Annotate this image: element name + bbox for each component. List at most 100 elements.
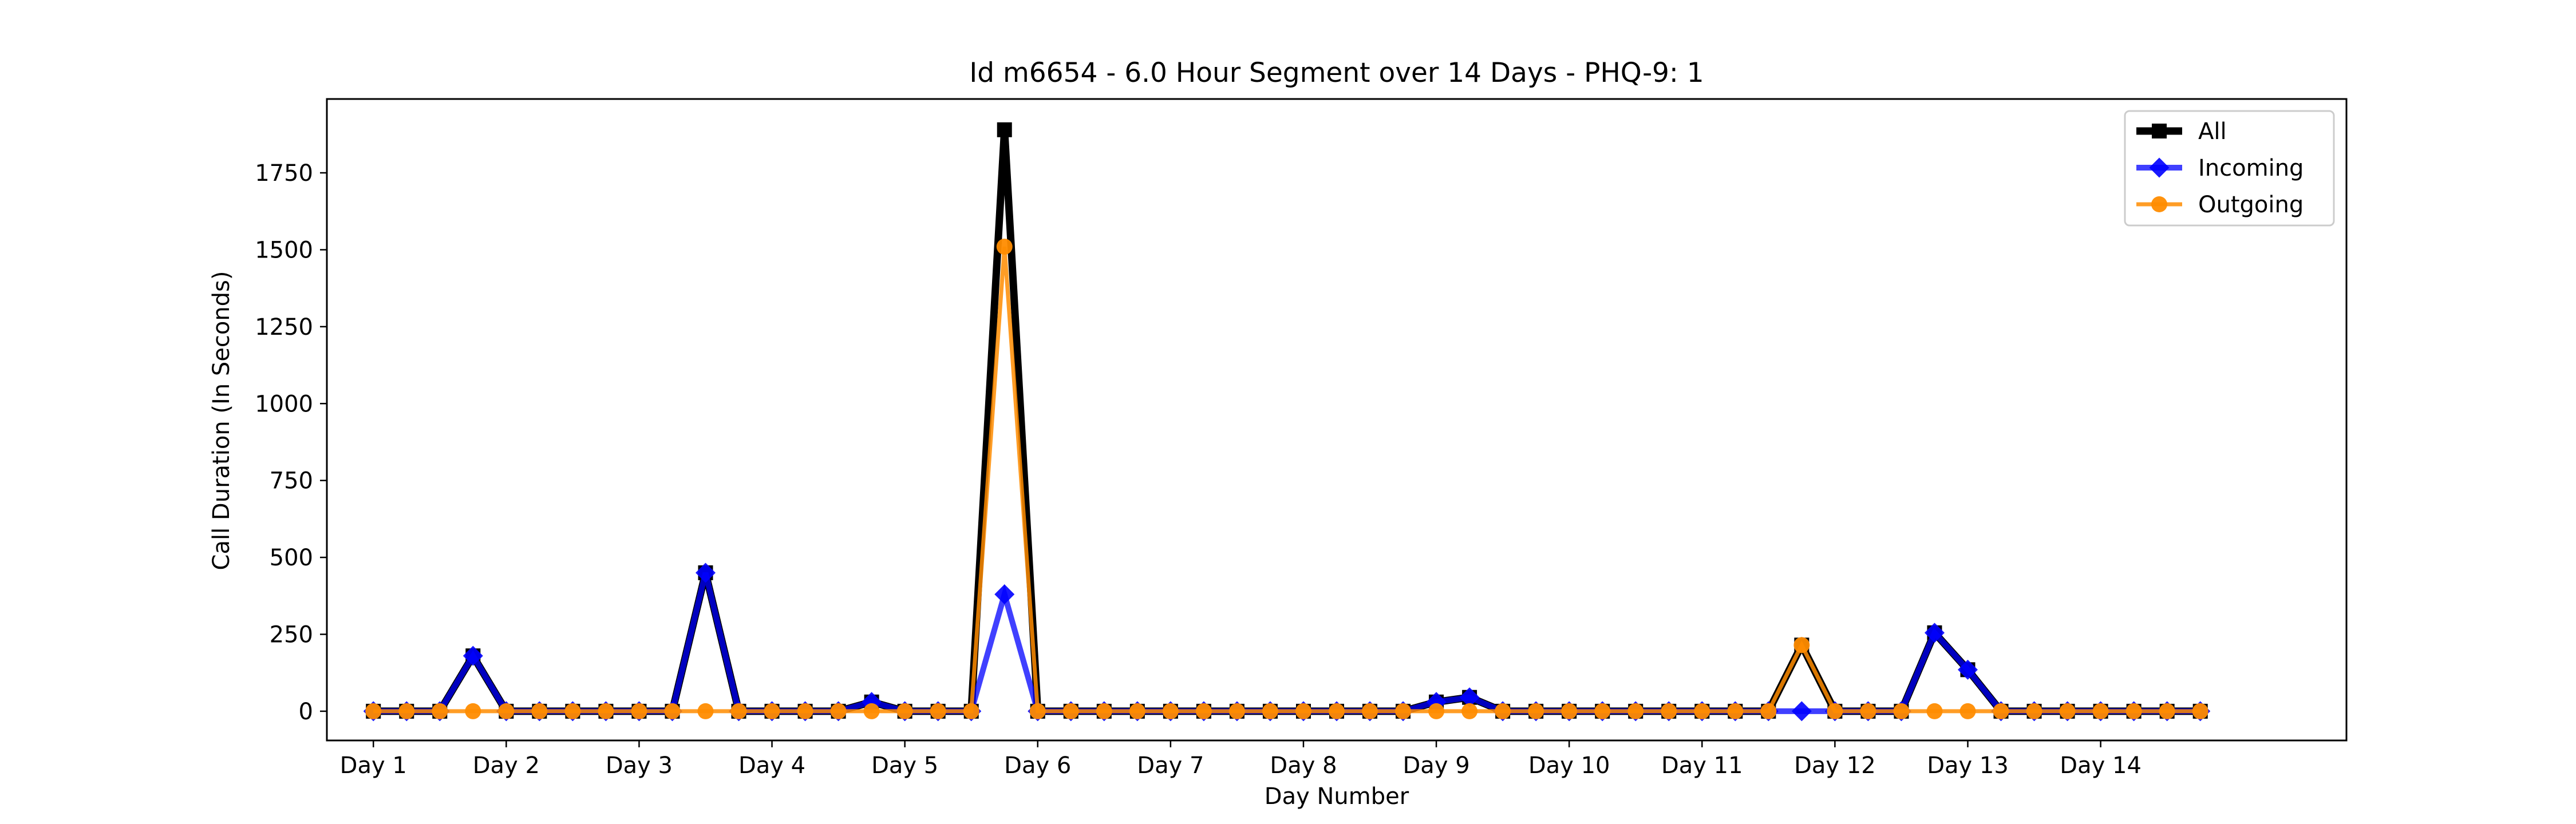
outgoing-point	[2192, 703, 2208, 719]
outgoing-point	[797, 703, 813, 719]
outgoing-point	[1129, 703, 1145, 719]
outgoing-point	[598, 703, 614, 719]
y-tick-label: 1250	[255, 314, 313, 340]
outgoing-point	[1362, 703, 1378, 719]
outgoing-point	[1062, 703, 1079, 719]
outgoing-point	[930, 703, 946, 719]
legend-item-incoming: Incoming	[2136, 155, 2304, 181]
incoming-point	[463, 645, 483, 666]
outgoing-point	[1827, 703, 1843, 719]
x-tick-label: Day 6	[1004, 752, 1071, 779]
outgoing-point	[1195, 703, 1212, 719]
outgoing-point	[1096, 703, 1112, 719]
legend-marker-incoming	[2149, 157, 2170, 178]
outgoing-point	[1561, 703, 1578, 719]
x-tick-label: Day 1	[340, 752, 407, 779]
outgoing-point	[1329, 703, 1345, 719]
y-tick-label: 1500	[255, 237, 313, 263]
outgoing-point	[631, 703, 647, 719]
x-tick-label: Day 13	[1927, 752, 2009, 779]
legend: All Incoming Outgoing	[2124, 110, 2335, 227]
outgoing-line	[373, 246, 2200, 714]
outgoing-point	[2125, 703, 2142, 719]
legend-item-all: All	[2136, 118, 2227, 145]
chart-title: Id m6654 - 6.0 Hour Segment over 14 Days…	[969, 57, 1704, 89]
legend-label-all: All	[2198, 118, 2227, 145]
x-tick-label: Day 9	[1403, 752, 1470, 779]
outgoing-point	[365, 703, 382, 719]
incoming-point	[1791, 701, 1812, 722]
y-tick-label: 500	[270, 545, 313, 571]
outgoing-point	[498, 703, 515, 719]
outgoing-point	[2026, 703, 2042, 719]
outgoing-point	[1461, 703, 1478, 719]
outgoing-point	[564, 703, 581, 719]
axes: Day 1 Day 2 Day 3 Day 4 Day 5 Day 6 Day 7 Day 8…	[255, 98, 2348, 779]
incoming-point	[1924, 623, 1945, 643]
series-outgoing	[365, 239, 2208, 719]
outgoing-point	[963, 703, 979, 719]
plot-area	[363, 122, 2211, 722]
y-tick-label: 0	[299, 699, 313, 725]
x-tick-label: Day 12	[1794, 752, 1876, 779]
outgoing-point	[1262, 703, 1278, 719]
incoming-point	[1459, 687, 1480, 708]
outgoing-point	[863, 703, 880, 719]
outgoing-point	[432, 703, 448, 719]
outgoing-point	[1594, 703, 1611, 719]
outgoing-point	[1295, 703, 1311, 719]
outgoing-point	[1395, 703, 1412, 719]
outgoing-point	[1993, 703, 2009, 719]
outgoing-point	[1727, 703, 1744, 719]
legend-box	[2124, 110, 2335, 227]
series-incoming	[363, 562, 2211, 722]
x-tick-label: Day 11	[1661, 752, 1743, 779]
outgoing-point	[1860, 703, 1876, 719]
outgoing-point	[1926, 703, 1943, 719]
plot-frame	[326, 98, 2348, 742]
x-tick-label: Day 4	[738, 752, 805, 779]
outgoing-point	[1162, 703, 1179, 719]
incoming-point	[696, 562, 716, 583]
outgoing-point	[465, 703, 481, 719]
y-axis-label: Call Duration (In Seconds)	[208, 271, 235, 571]
legend-marker-outgoing	[2151, 196, 2167, 212]
outgoing-point	[730, 703, 747, 719]
incoming-point	[1958, 659, 1978, 680]
y-tick-label: 750	[270, 468, 313, 494]
outgoing-point	[764, 703, 780, 719]
legend-label-outgoing: Outgoing	[2198, 192, 2304, 218]
outgoing-point	[1760, 703, 1777, 719]
x-tick-label: Day 5	[871, 752, 938, 779]
legend-marker-all	[2152, 124, 2167, 138]
outgoing-point	[1793, 637, 1810, 653]
x-axis-label: Day Number	[1265, 783, 1409, 810]
outgoing-point	[1029, 703, 1046, 719]
x-tick-label: Day 8	[1270, 752, 1337, 779]
all-point	[997, 122, 1012, 137]
outgoing-point	[531, 703, 548, 719]
outgoing-point	[1428, 703, 1445, 719]
incoming-point	[994, 584, 1015, 605]
outgoing-point	[2092, 703, 2109, 719]
outgoing-point	[398, 703, 415, 719]
outgoing-point	[664, 703, 681, 719]
outgoing-point	[996, 239, 1013, 255]
outgoing-point	[830, 703, 847, 719]
y-tick-label: 1000	[255, 391, 313, 417]
all-line	[373, 129, 2200, 715]
incoming-line	[373, 572, 2200, 714]
outgoing-point	[2059, 703, 2076, 719]
y-tick-label: 1750	[255, 160, 313, 187]
outgoing-point	[1661, 703, 1677, 719]
x-tick-label: Day 7	[1137, 752, 1204, 779]
x-tick-label: Day 14	[2060, 752, 2142, 779]
x-tick-label: Day 10	[1528, 752, 1610, 779]
x-tick-label: Day 3	[606, 752, 673, 779]
outgoing-point	[1228, 703, 1245, 719]
x-tick-label: Day 2	[473, 752, 540, 779]
legend-item-outgoing: Outgoing	[2136, 192, 2304, 218]
outgoing-point	[896, 703, 913, 719]
outgoing-point	[1528, 703, 1544, 719]
